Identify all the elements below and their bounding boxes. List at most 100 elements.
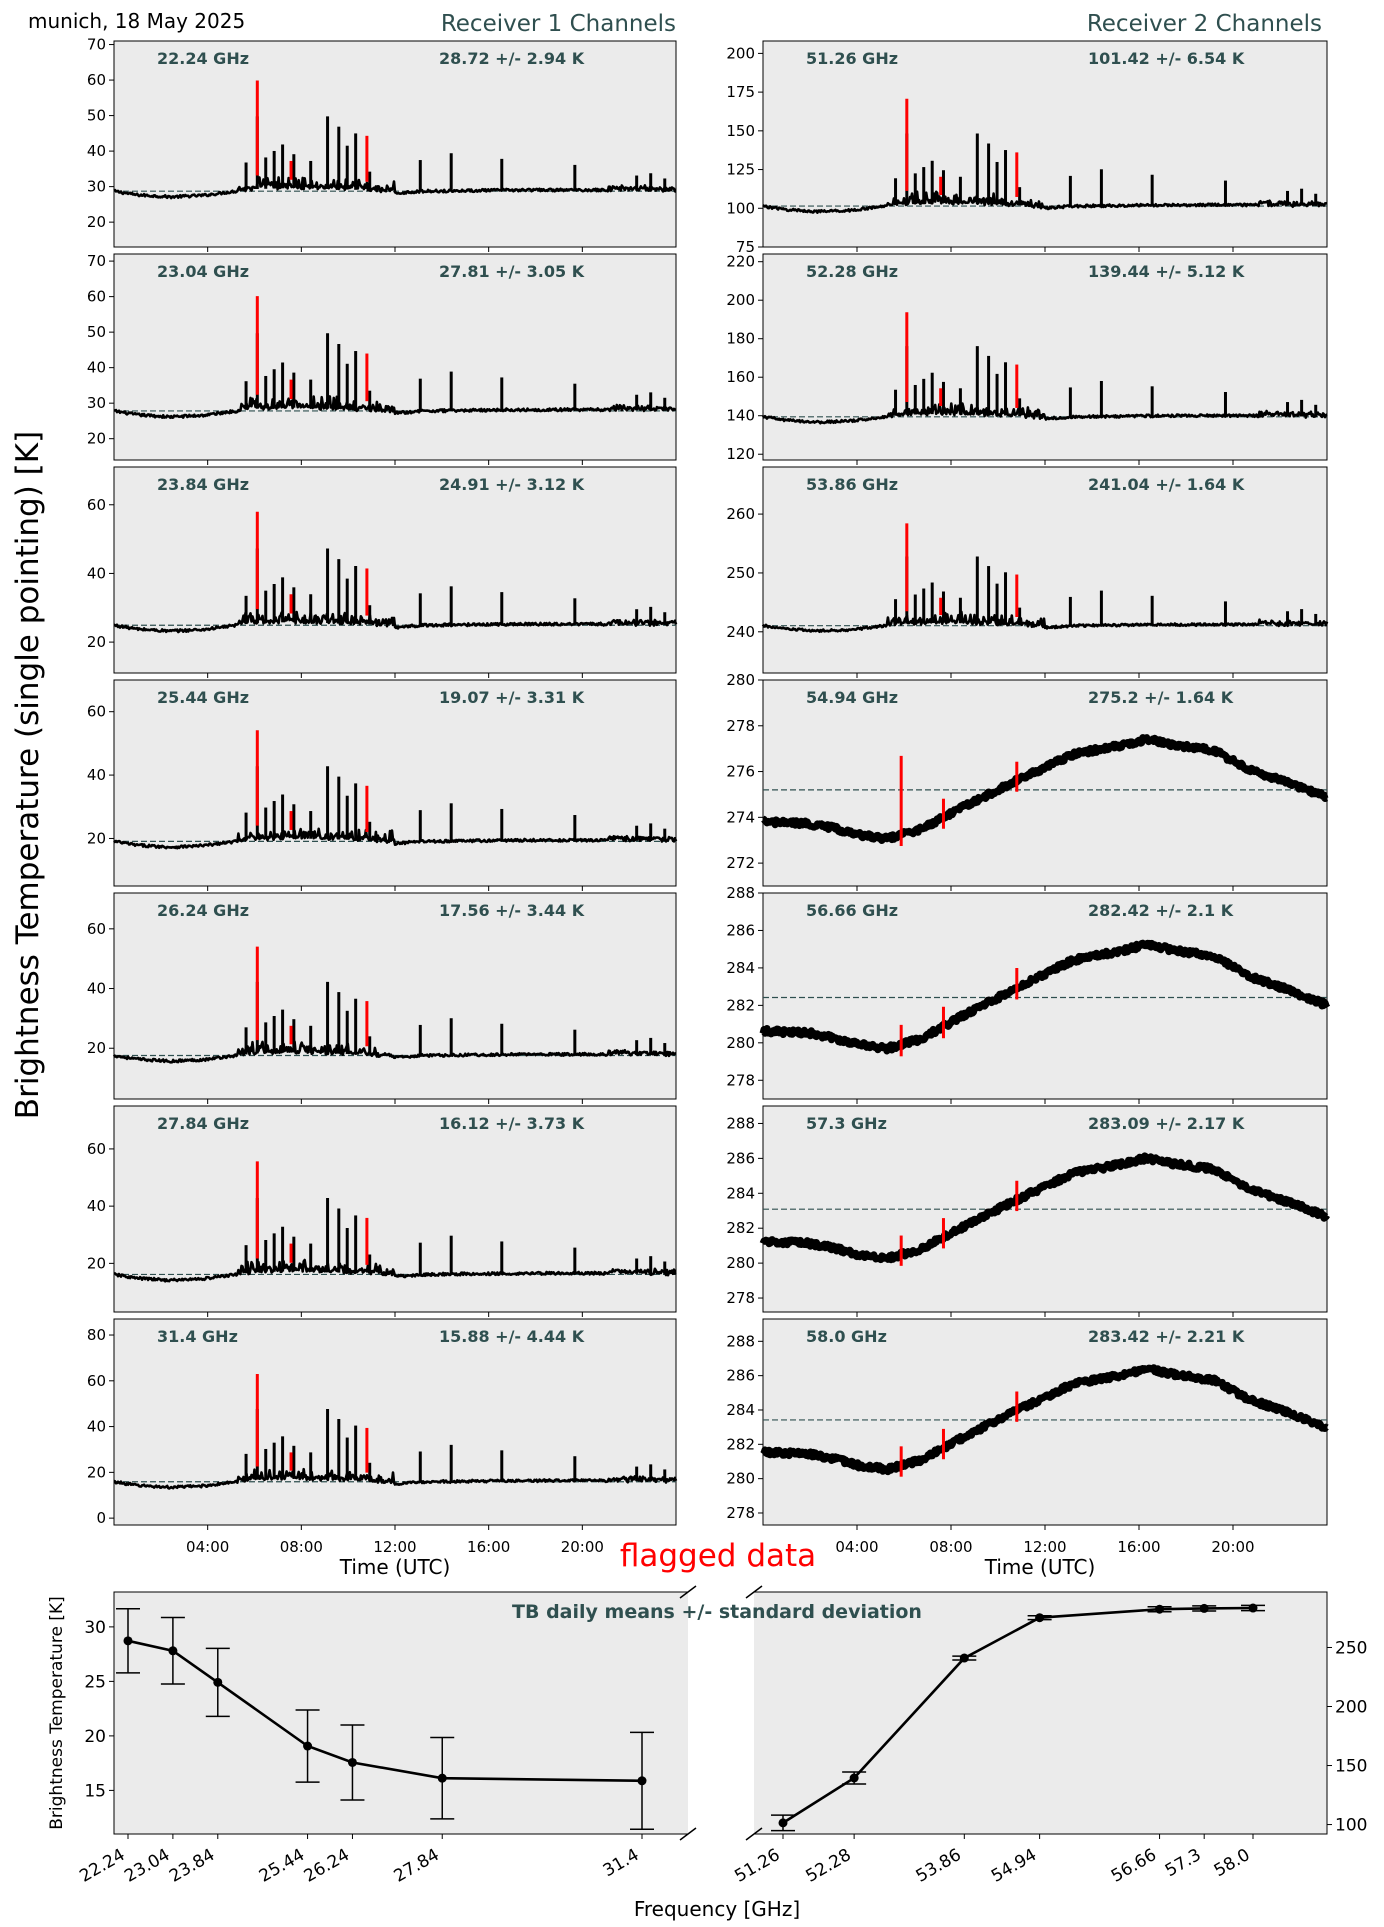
brightness-temperature-series xyxy=(113,610,678,634)
summary-ylabel: Brightness Temperature [K] xyxy=(47,1596,67,1829)
y-tick-label: 280 xyxy=(726,1470,755,1488)
channel-frequency-label: 56.66 GHz xyxy=(806,901,898,920)
time-tick-label-2: 16:00 xyxy=(1117,1538,1160,1556)
time-tick-label-2: 12:00 xyxy=(1023,1538,1066,1556)
y-tick-label: 278 xyxy=(726,1504,755,1522)
axis-break-mark xyxy=(745,1827,763,1841)
summary-right-y-label: 150 xyxy=(1335,1757,1367,1777)
y-tick-label: 40 xyxy=(87,1418,106,1436)
y-tick-label: 60 xyxy=(87,1140,106,1158)
right-mean-point xyxy=(1248,1603,1258,1613)
left-mean-point xyxy=(437,1773,447,1783)
brightness-temperature-series xyxy=(113,1467,678,1490)
panel-r2-573: 278 280 282 284 286 288 57.3 GHz 283.09 +/- 2.1… xyxy=(726,1105,1330,1317)
channel-mean-std-label: 275.2 +/- 1.64 K xyxy=(1088,688,1234,707)
panel-r1-314: 0 20 40 60 80 31.4 GHz 15.88 +/- 4.44 K xyxy=(87,1318,678,1530)
y-tick-label: 278 xyxy=(726,1289,755,1307)
brightness-temperature-series xyxy=(113,1258,677,1283)
left-mean-point xyxy=(347,1757,357,1767)
y-tick-label: 200 xyxy=(726,44,755,62)
y-tick-label: 284 xyxy=(726,1401,755,1419)
panel-background xyxy=(113,892,677,1100)
brightness-temperature-series xyxy=(762,190,1328,214)
brightness-temperature-series xyxy=(112,1040,677,1064)
y-tick-label: 75 xyxy=(736,238,755,256)
brightness-temperature-series xyxy=(760,1364,1330,1476)
y-tick-label: 260 xyxy=(726,505,755,523)
channel-frequency-label: 23.04 GHz xyxy=(157,262,249,281)
channel-mean-std-label: 16.12 +/- 3.73 K xyxy=(439,1114,585,1133)
y-tick-label: 40 xyxy=(87,766,106,784)
y-tick-label: 140 xyxy=(726,407,755,425)
y-tick-label: 272 xyxy=(726,854,755,872)
frequency-tick-label: 52.28 xyxy=(802,1845,854,1887)
panel-r2-5666: 278 280 282 284 286 288 56.66 GHz 282.42 +/- 2.… xyxy=(726,884,1331,1104)
time-tick-label-2: 08:00 xyxy=(929,1538,972,1556)
panel-r1-2304: 20 30 40 50 60 70 23.04 GHz 27.81 +/- 3.05 K xyxy=(87,252,677,465)
y-tick-label: 280 xyxy=(726,1254,755,1272)
channel-frequency-label: 51.26 GHz xyxy=(806,49,898,68)
channel-mean-std-label: 101.42 +/- 6.54 K xyxy=(1088,49,1245,68)
frequency-tick-label: 54.94 xyxy=(988,1845,1040,1887)
summary-xlabel: Frequency [GHz] xyxy=(634,1897,800,1921)
y-tick-label: 288 xyxy=(726,1332,755,1350)
brightness-temperature-series xyxy=(113,176,677,200)
y-tick-label: 40 xyxy=(87,359,106,377)
right-mean-point xyxy=(959,1653,969,1663)
y-tick-label: 20 xyxy=(87,213,106,231)
panel-r1-2784: 20 40 60 27.84 GHz 16.12 +/- 3.73 K xyxy=(87,1105,677,1317)
y-tick-label: 80 xyxy=(87,1326,106,1344)
brightness-temperature-series xyxy=(759,1152,1330,1264)
y-tick-label: 70 xyxy=(87,36,106,54)
axis-break-mark xyxy=(679,1585,697,1599)
right-mean-point xyxy=(1155,1604,1165,1614)
summary-right-y-label: 250 xyxy=(1335,1638,1367,1658)
flagged-data-legend: flagged data xyxy=(620,1538,816,1574)
time-tick-label-1: 04:00 xyxy=(186,1538,229,1556)
summary-right-y-label: 200 xyxy=(1335,1698,1367,1718)
summary-left-y-label: 15 xyxy=(84,1781,106,1801)
y-tick-label: 278 xyxy=(726,717,755,735)
y-tick-label: 240 xyxy=(726,623,755,641)
channel-mean-std-label: 283.42 +/- 2.21 K xyxy=(1088,1327,1245,1346)
brightness-temperature-series xyxy=(760,734,1330,844)
summary-left-y-label: 20 xyxy=(84,1727,106,1747)
time-xlabel-receiver1: Time (UTC) xyxy=(339,1555,451,1579)
y-tick-label: 282 xyxy=(726,1219,755,1237)
panel-r1-2624: 20 40 60 26.24 GHz 17.56 +/- 3.44 K xyxy=(87,892,677,1104)
panel-background xyxy=(113,40,677,248)
brightness-temperature-series xyxy=(761,610,1329,633)
y-tick-label: 284 xyxy=(726,1184,755,1202)
y-tick-label: 180 xyxy=(726,330,755,348)
left-mean-point xyxy=(637,1776,647,1786)
y-tick-label: 20 xyxy=(87,1254,106,1272)
y-tick-label: 40 xyxy=(87,142,106,160)
y-tick-label: 286 xyxy=(726,1149,755,1167)
timeseries-panels: 20 30 40 50 60 70 22.24 GHz 28.72 +/- 2.94 K 20 3… xyxy=(87,36,1331,1556)
right-mean-point xyxy=(849,1773,859,1783)
y-tick-label: 175 xyxy=(726,83,755,101)
y-tick-label: 220 xyxy=(726,253,755,271)
y-tick-label: 276 xyxy=(726,763,755,781)
channel-frequency-label: 23.84 GHz xyxy=(157,475,249,494)
frequency-tick-label: 57.3 xyxy=(1162,1845,1205,1881)
left-mean-point xyxy=(123,1636,133,1646)
channel-mean-std-label: 283.09 +/- 2.17 K xyxy=(1088,1114,1245,1133)
panel-background xyxy=(762,679,1328,887)
time-tick-label-2: 20:00 xyxy=(1211,1538,1254,1556)
y-tick-label: 60 xyxy=(87,1372,106,1390)
y-tick-label: 282 xyxy=(726,996,755,1014)
axis-break-mark xyxy=(679,1827,697,1841)
time-tick-label-2: 04:00 xyxy=(835,1538,878,1556)
frequency-tick-label: 26.24 xyxy=(301,1845,353,1887)
frequency-tick-label: 31.4 xyxy=(600,1845,643,1881)
channel-frequency-label: 22.24 GHz xyxy=(157,49,249,68)
y-tick-label: 278 xyxy=(726,1071,755,1089)
channel-mean-std-label: 17.56 +/- 3.44 K xyxy=(439,901,585,920)
time-tick-label-1: 12:00 xyxy=(373,1538,416,1556)
panel-background xyxy=(762,466,1328,674)
panel-background xyxy=(113,1105,677,1313)
time-tick-label-1: 08:00 xyxy=(280,1538,323,1556)
y-tick-label: 50 xyxy=(87,107,106,125)
